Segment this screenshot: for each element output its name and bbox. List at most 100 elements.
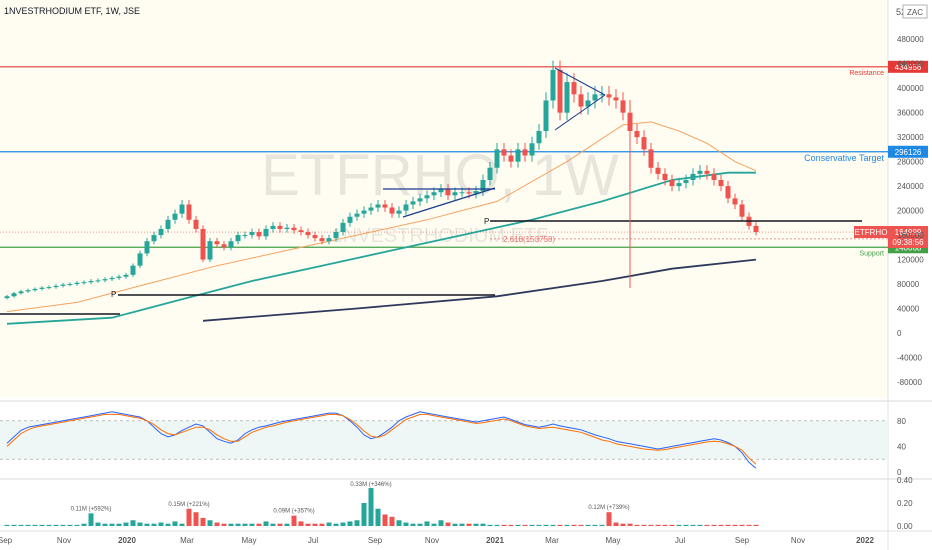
volume-bar[interactable] [620, 523, 626, 526]
candle[interactable] [123, 274, 129, 277]
candle[interactable] [312, 235, 318, 239]
symbol-info[interactable]: 1NVESTRHODIUM ETF, 1W, JSE [4, 6, 140, 16]
volume-bar[interactable] [508, 524, 514, 526]
volume-bar[interactable] [592, 524, 598, 526]
volume-bar[interactable] [655, 524, 661, 526]
volume-bar[interactable] [151, 523, 157, 526]
volume-bar[interactable] [361, 503, 367, 526]
volume-bar[interactable] [46, 524, 52, 526]
candle[interactable] [550, 69, 556, 101]
volume-bar[interactable] [158, 522, 164, 526]
candle[interactable] [11, 293, 17, 297]
volume-bar[interactable] [459, 523, 465, 526]
volume-bar[interactable] [305, 523, 311, 526]
volume-bar[interactable] [368, 488, 374, 526]
volume-bar[interactable] [60, 524, 66, 526]
candle[interactable] [718, 180, 724, 187]
candle[interactable] [60, 284, 66, 286]
volume-bar[interactable] [235, 523, 241, 526]
candle[interactable] [578, 94, 584, 107]
candle[interactable] [368, 207, 374, 211]
volume-bar[interactable] [4, 524, 10, 526]
candle[interactable] [291, 227, 297, 231]
volume-bar[interactable] [571, 524, 577, 526]
moving-average-line[interactable] [6, 171, 756, 325]
volume-bar[interactable] [445, 522, 451, 526]
volume-bar[interactable] [627, 523, 633, 526]
volume-bar[interactable] [256, 523, 262, 526]
candle[interactable] [599, 94, 605, 96]
candle[interactable] [18, 291, 24, 294]
volume-bar[interactable] [277, 523, 283, 526]
candle[interactable] [501, 149, 507, 156]
volume-bar[interactable] [389, 516, 395, 526]
candle[interactable] [235, 235, 241, 242]
candle[interactable] [137, 253, 143, 266]
volume-bar[interactable] [585, 524, 591, 526]
volume-bar[interactable] [494, 524, 500, 526]
volume-bar[interactable] [746, 524, 752, 526]
candle[interactable] [487, 167, 493, 180]
volume-bar[interactable] [634, 524, 640, 526]
candle[interactable] [32, 288, 38, 291]
candle[interactable] [529, 143, 535, 156]
candle[interactable] [690, 173, 696, 180]
candle[interactable] [263, 228, 269, 237]
volume-bar[interactable] [144, 523, 150, 526]
volume-bar[interactable] [53, 524, 59, 526]
volume-bar[interactable] [123, 522, 129, 526]
candle[interactable] [571, 82, 577, 95]
candle[interactable] [382, 204, 388, 208]
candle[interactable] [459, 192, 465, 194]
volume-bar[interactable] [249, 523, 255, 526]
volume-bar[interactable] [109, 523, 115, 526]
volume-bar[interactable] [298, 521, 304, 526]
volume-bar[interactable] [669, 524, 675, 526]
candle[interactable] [277, 225, 283, 229]
candle[interactable] [95, 280, 101, 282]
candle[interactable] [214, 241, 220, 245]
volume-bar[interactable] [452, 523, 458, 526]
candle[interactable] [361, 210, 367, 214]
volume-bar[interactable] [263, 521, 269, 526]
candle[interactable] [655, 167, 661, 174]
moving-average-line[interactable] [6, 121, 757, 313]
candle[interactable] [242, 235, 248, 237]
volume-bar[interactable] [214, 522, 220, 526]
volume-bar[interactable] [347, 521, 353, 526]
volume-bar[interactable] [641, 524, 647, 526]
volume-bar[interactable] [564, 524, 570, 526]
candle[interactable] [557, 69, 563, 113]
candle[interactable] [662, 173, 668, 180]
volume-bar[interactable] [382, 514, 388, 527]
candle[interactable] [438, 189, 444, 193]
volume-bar[interactable] [375, 508, 381, 526]
volume-bar[interactable] [116, 523, 122, 526]
volume-bar[interactable] [67, 524, 73, 526]
candle[interactable] [39, 287, 45, 289]
candle[interactable] [431, 192, 437, 196]
volume-bar[interactable] [683, 524, 689, 526]
volume-bar[interactable] [165, 523, 171, 526]
candle[interactable] [445, 189, 451, 196]
volume-bar[interactable] [326, 522, 332, 526]
candle[interactable] [424, 195, 430, 199]
volume-bar[interactable] [725, 524, 731, 526]
stochastic-d-line[interactable] [6, 413, 757, 465]
volume-bar[interactable] [32, 524, 38, 526]
volume-bar[interactable] [130, 520, 136, 526]
candle[interactable] [46, 287, 52, 289]
candle[interactable] [543, 100, 549, 132]
volume-bar[interactable] [207, 520, 213, 526]
volume-bar[interactable] [662, 524, 668, 526]
volume-bar[interactable] [179, 523, 185, 526]
candle[interactable] [641, 137, 647, 150]
candle[interactable] [522, 149, 528, 156]
candle[interactable] [165, 219, 171, 229]
volume-bar[interactable] [95, 522, 101, 526]
candle[interactable] [74, 282, 80, 285]
candle[interactable] [634, 131, 640, 138]
triangle-lower-trendline[interactable] [402, 187, 496, 218]
volume-bar[interactable] [270, 523, 276, 526]
volume-bar[interactable] [529, 524, 535, 526]
